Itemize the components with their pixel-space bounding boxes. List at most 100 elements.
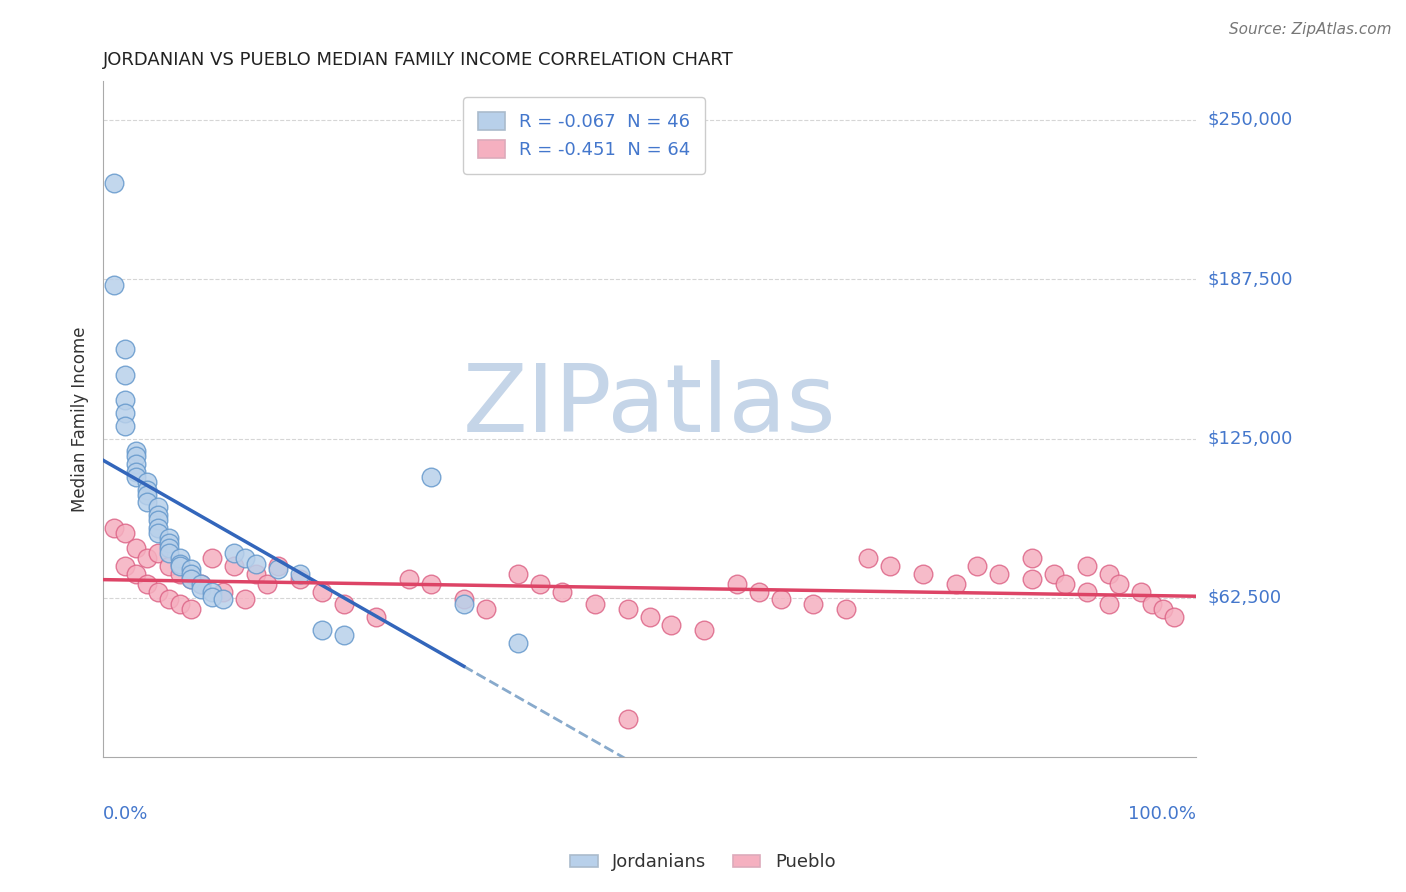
Point (420, 470, 443, 484)
Point (190, 577, 212, 591)
Point (366, 610, 388, 624)
Text: Source: ZipAtlas.com: Source: ZipAtlas.com (1229, 22, 1392, 37)
Point (453, 592, 475, 607)
Point (1108, 577, 1130, 591)
Point (114, 342, 136, 356)
Point (212, 592, 235, 607)
Point (224, 546, 246, 560)
Point (114, 418, 136, 433)
Text: $62,500: $62,500 (1208, 589, 1281, 607)
Point (769, 592, 792, 607)
Point (332, 598, 354, 612)
Point (146, 525, 169, 540)
Point (224, 559, 246, 574)
Point (453, 598, 475, 612)
Point (583, 598, 606, 612)
Point (551, 584, 574, 599)
Point (1043, 566, 1066, 581)
Point (135, 475, 157, 489)
Point (157, 536, 180, 550)
Point (157, 541, 180, 556)
Point (190, 577, 212, 591)
Point (169, 551, 191, 566)
Text: 100.0%: 100.0% (1128, 805, 1197, 822)
Point (1163, 610, 1185, 624)
Point (616, 712, 638, 726)
Point (508, 566, 530, 581)
Point (114, 525, 136, 540)
Point (311, 584, 333, 599)
Point (125, 470, 148, 484)
Point (529, 577, 551, 591)
Point (879, 559, 901, 574)
Point (125, 465, 148, 479)
Point (988, 566, 1011, 581)
Point (201, 590, 224, 604)
Point (169, 557, 191, 571)
Point (1097, 566, 1119, 581)
Point (135, 577, 157, 591)
Point (125, 457, 148, 471)
Point (135, 551, 157, 566)
Point (966, 559, 988, 574)
Point (157, 592, 180, 607)
Point (748, 584, 770, 599)
Point (146, 508, 169, 522)
Point (114, 368, 136, 382)
Point (1076, 559, 1098, 574)
Point (146, 584, 169, 599)
Point (146, 521, 169, 535)
Text: 0.0%: 0.0% (103, 805, 149, 822)
Text: $187,500: $187,500 (1208, 270, 1292, 288)
Point (135, 488, 157, 502)
Point (725, 577, 748, 591)
Point (1021, 572, 1043, 586)
Text: JORDANIAN VS PUEBLO MEDIAN FAMILY INCOME CORRELATION CHART: JORDANIAN VS PUEBLO MEDIAN FAMILY INCOME… (103, 51, 734, 69)
Point (169, 566, 191, 581)
Point (114, 406, 136, 420)
Point (135, 495, 157, 509)
Point (1053, 577, 1076, 591)
Point (233, 592, 256, 607)
Point (146, 546, 169, 560)
Point (103, 521, 125, 535)
Point (474, 602, 496, 616)
Point (911, 566, 934, 581)
Text: ZIPatlas: ZIPatlas (463, 359, 837, 452)
Point (245, 557, 267, 571)
Point (125, 566, 148, 581)
Point (125, 541, 148, 556)
Point (157, 559, 180, 574)
Point (212, 584, 235, 599)
Point (1142, 598, 1164, 612)
Point (638, 610, 661, 624)
Point (201, 551, 224, 566)
Point (157, 546, 180, 560)
Point (1021, 551, 1043, 566)
Point (693, 623, 716, 637)
Point (267, 559, 290, 574)
Point (233, 551, 256, 566)
Point (125, 444, 148, 458)
Point (288, 572, 311, 586)
Point (180, 561, 202, 575)
Text: $250,000: $250,000 (1208, 111, 1292, 128)
Point (169, 598, 191, 612)
Point (180, 572, 202, 586)
Point (1097, 598, 1119, 612)
Point (190, 582, 212, 596)
Point (103, 278, 125, 293)
Point (201, 584, 224, 599)
Point (1152, 602, 1174, 616)
Point (245, 566, 267, 581)
Text: $125,000: $125,000 (1208, 430, 1292, 448)
Point (288, 566, 311, 581)
Point (114, 393, 136, 408)
Point (311, 623, 333, 637)
Point (114, 559, 136, 574)
Point (835, 602, 858, 616)
Point (661, 617, 683, 632)
Y-axis label: Median Family Income: Median Family Income (72, 326, 89, 512)
Point (146, 513, 169, 527)
Point (945, 577, 967, 591)
